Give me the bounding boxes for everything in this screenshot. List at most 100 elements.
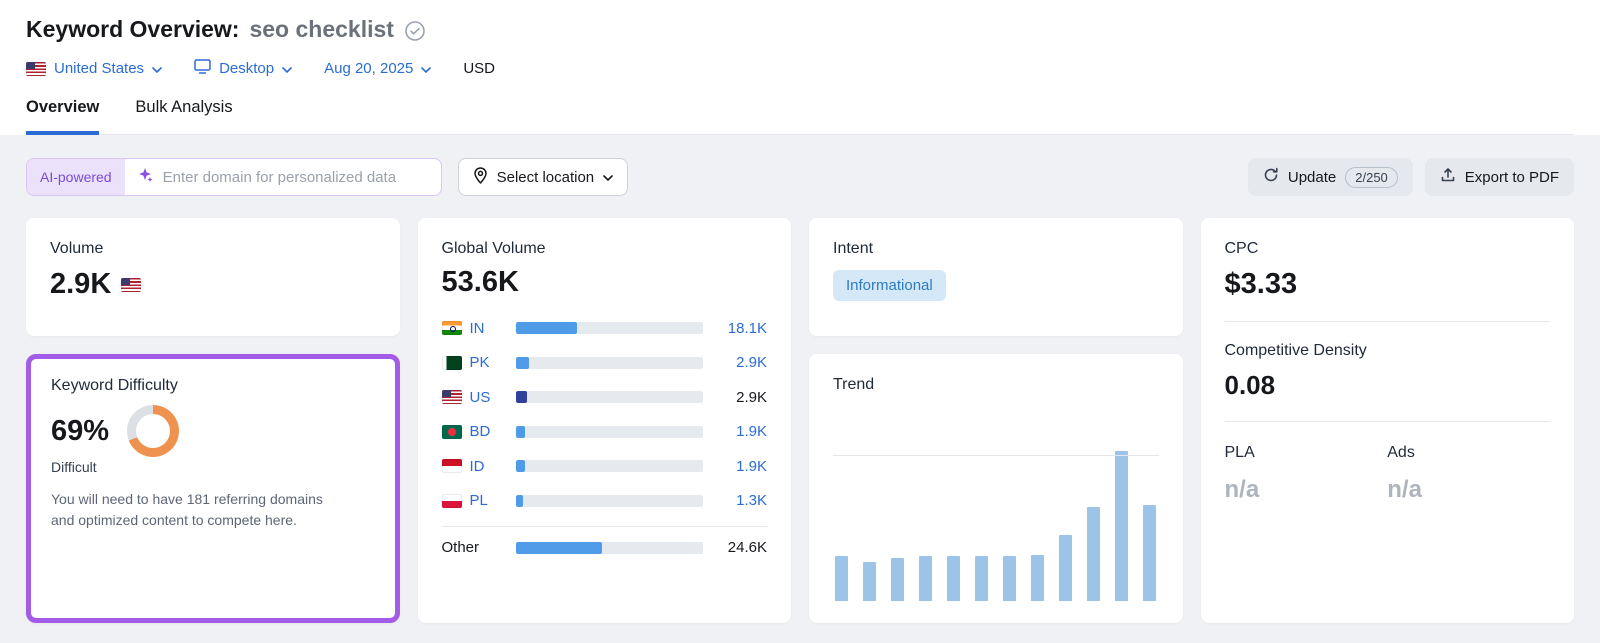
location-pin-icon <box>473 166 488 188</box>
difficulty-description: You will need to have 181 referring doma… <box>51 491 323 528</box>
country-flag-icon <box>441 459 462 474</box>
trend-chart <box>833 451 1159 601</box>
cpc-card: CPC $3.33 Competitive Density 0.08 PLA n… <box>1200 218 1574 623</box>
country-label: IN <box>441 319 506 337</box>
intent-card: Intent Informational <box>809 218 1183 336</box>
intent-badge[interactable]: Informational <box>833 270 946 301</box>
country-code-link[interactable]: IN <box>469 319 485 337</box>
global-volume-card: Global Volume 53.6K IN 18.1K PK 2.9K US <box>417 218 791 623</box>
country-flag-icon <box>441 355 462 370</box>
content-area: AI-powered Select location <box>0 135 1600 643</box>
volume-bar-fill <box>515 494 523 507</box>
trend-title: Trend <box>833 376 875 393</box>
page-header: Keyword Overview: seo checklist United S… <box>0 0 1600 135</box>
trend-bar <box>1059 535 1073 601</box>
global-volume-row: Other 24.6K <box>441 526 767 556</box>
country-code-link[interactable]: ID <box>469 457 485 475</box>
country-volume-value[interactable]: 1.9K <box>736 423 767 441</box>
tab-bar: Overview Bulk Analysis <box>26 98 1574 135</box>
tab-bulk-analysis[interactable]: Bulk Analysis <box>135 98 233 116</box>
trend-bar <box>919 556 933 601</box>
ads-block: Ads n/a <box>1387 444 1550 504</box>
toolbar: AI-powered Select location <box>26 158 1574 196</box>
country-volume-value[interactable]: 1.3K <box>736 492 767 510</box>
volume-bar-track <box>515 494 703 507</box>
country-selector-label: United States <box>54 60 145 77</box>
pla-value: n/a <box>1224 476 1260 503</box>
country-label: ID <box>441 457 506 475</box>
country-volume-value[interactable]: 1.9K <box>736 457 767 475</box>
global-volume-row: BD 1.9K <box>441 415 767 450</box>
ads-label: Ads <box>1387 444 1415 461</box>
volume-title: Volume <box>50 240 104 257</box>
volume-bar-track <box>515 322 703 335</box>
country-code-link[interactable]: BD <box>469 423 491 441</box>
location-selector[interactable]: Select location <box>457 158 629 196</box>
volume-bar-fill <box>515 356 529 369</box>
us-flag-icon <box>26 61 46 76</box>
volume-value: 2.9K <box>50 268 112 300</box>
export-pdf-button-label: Export to PDF <box>1464 168 1559 186</box>
trend-bar <box>975 556 989 601</box>
global-volume-row: IN 18.1K <box>441 311 767 346</box>
tab-overview[interactable]: Overview <box>26 98 100 135</box>
volume-bar-track <box>515 425 703 438</box>
ads-value: n/a <box>1387 476 1422 503</box>
difficulty-title: Keyword Difficulty <box>51 377 178 394</box>
global-volume-row: PL 1.3K <box>441 484 767 519</box>
update-quota-badge: 2/250 <box>1345 166 1398 188</box>
volume-bar-track <box>515 460 703 473</box>
trend-bar <box>1003 556 1017 601</box>
domain-input-wrapper <box>125 159 441 195</box>
pla-ads-row: PLA n/a Ads n/a <box>1225 444 1551 504</box>
column-global-volume: Global Volume 53.6K IN 18.1K PK 2.9K US <box>417 218 791 623</box>
country-volume-value[interactable]: 2.9K <box>736 354 767 372</box>
volume-bar-fill <box>515 391 527 404</box>
divider <box>1224 421 1550 422</box>
country-label: BD <box>441 423 506 441</box>
country-selector[interactable]: United States <box>26 60 162 77</box>
volume-bar-fill <box>515 425 525 438</box>
page-title: Keyword Overview: <box>26 16 240 42</box>
country-volume-value: 24.6K <box>727 539 767 556</box>
country-volume-value[interactable]: 18.1K <box>727 319 767 337</box>
global-volume-value: 53.6K <box>441 266 519 298</box>
update-button[interactable]: Update 2/250 <box>1247 158 1413 196</box>
competitive-density-title: Competitive Density <box>1224 342 1367 359</box>
country-flag-icon <box>441 321 462 336</box>
metric-cards: Volume 2.9K Keyword Difficulty 69% Diffi… <box>26 218 1574 623</box>
country-code-link[interactable]: PL <box>469 492 488 510</box>
country-code-link[interactable]: PK <box>469 354 490 372</box>
cpc-value: $3.33 <box>1224 268 1298 300</box>
device-selector[interactable]: Desktop <box>194 59 292 78</box>
country-code-link[interactable]: US <box>469 388 491 406</box>
chevron-down-icon <box>421 66 432 73</box>
cpc-title: CPC <box>1224 240 1259 257</box>
country-volume-value: 2.9K <box>736 388 767 406</box>
global-volume-title: Global Volume <box>441 240 546 257</box>
desktop-icon <box>194 59 211 78</box>
volume-bar-fill <box>515 460 525 473</box>
export-icon <box>1440 167 1456 187</box>
global-volume-row: ID 1.9K <box>441 449 767 484</box>
column-cpc: CPC $3.33 Competitive Density 0.08 PLA n… <box>1200 218 1574 623</box>
global-volume-list: IN 18.1K PK 2.9K US 2.9K BD <box>441 311 767 556</box>
chevron-down-icon <box>282 66 292 73</box>
country-code-link: Other <box>441 539 480 556</box>
intent-title: Intent <box>833 240 874 257</box>
keyword-difficulty-card: Keyword Difficulty 69% Difficult You wil… <box>26 354 400 623</box>
difficulty-level: Difficult <box>51 459 97 475</box>
pla-label: PLA <box>1224 444 1255 461</box>
trend-bar <box>1031 554 1045 601</box>
date-selector[interactable]: Aug 20, 2025 <box>324 60 432 77</box>
volume-bar-fill <box>515 322 578 335</box>
domain-input[interactable] <box>160 167 429 187</box>
country-flag-icon <box>441 424 462 439</box>
volume-bar-track <box>515 356 703 369</box>
ai-powered-badge: AI-powered <box>27 159 125 195</box>
trend-card: Trend <box>809 354 1183 623</box>
global-volume-row: US 2.9K <box>441 380 767 415</box>
date-selector-label: Aug 20, 2025 <box>324 60 414 77</box>
trend-bar <box>947 556 961 601</box>
export-pdf-button[interactable]: Export to PDF <box>1424 158 1574 196</box>
